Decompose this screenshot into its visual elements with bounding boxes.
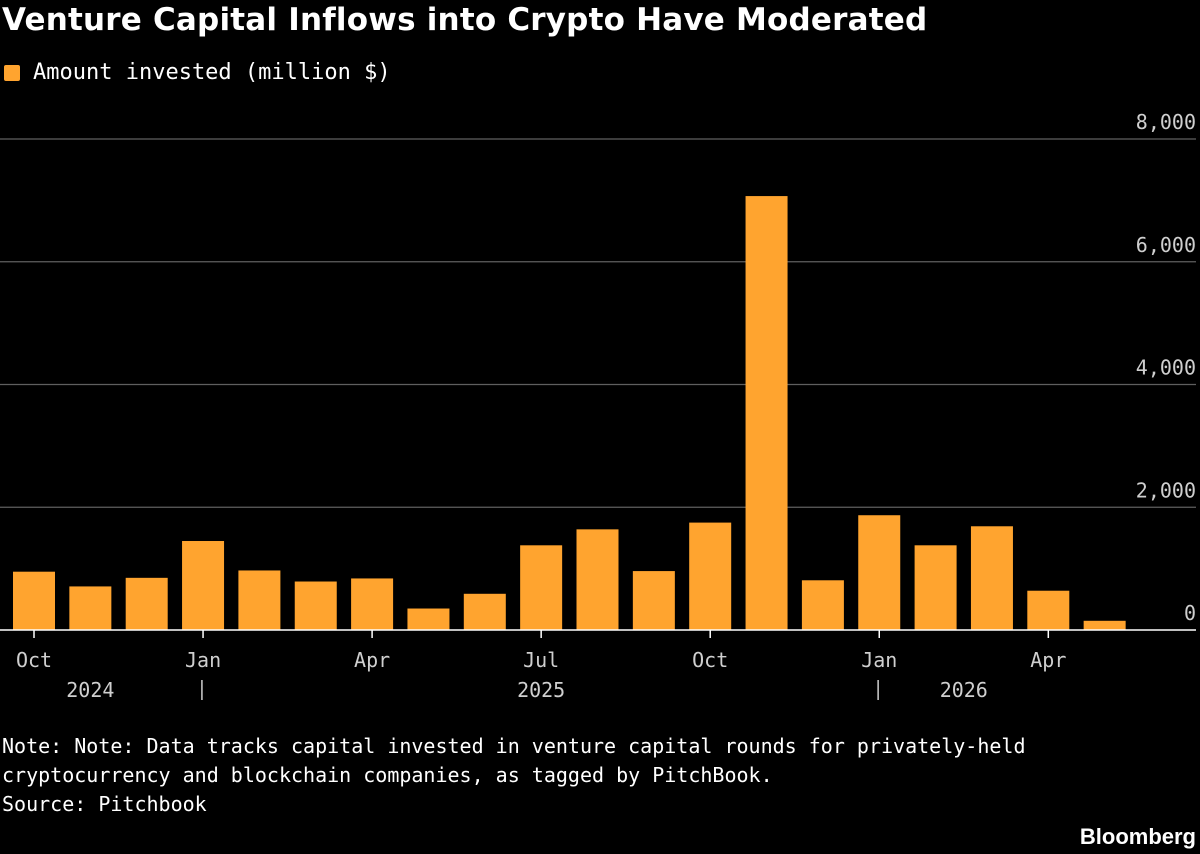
bar [13, 571, 55, 630]
y-tick-label: 2,000 [1136, 478, 1196, 502]
bar [1083, 620, 1126, 630]
year-label: 2025 [517, 678, 565, 702]
bar [294, 581, 337, 630]
x-tick-label: Oct [16, 648, 52, 672]
bars [13, 196, 1126, 631]
bar [125, 577, 168, 630]
y-tick-label: 6,000 [1136, 233, 1196, 257]
year-labels: 2024 2025 2026 [66, 678, 988, 702]
bar [632, 571, 675, 630]
bar [520, 545, 563, 630]
bloomberg-logo: Bloomberg [1079, 824, 1196, 849]
y-tick-label: 0 [1184, 601, 1196, 625]
gridlines [0, 138, 1196, 508]
bar [970, 526, 1013, 630]
bar [351, 578, 394, 630]
bar [1027, 590, 1070, 630]
legend: Amount invested (million $) [4, 60, 391, 85]
x-tick-label: Jan [185, 648, 221, 672]
y-axis-tick-labels: 0 2,000 4,000 6,000 8,000 [1136, 110, 1196, 625]
year-label: 2024 [66, 678, 114, 702]
bar [463, 593, 506, 630]
bar [238, 570, 281, 630]
footnote: Note: Note: Data tracks capital invested… [2, 734, 1026, 787]
bar [407, 608, 450, 630]
bar-chart: 0 2,000 4,000 6,000 8,000 Oct Jan Apr Jul Oct Jan… [0, 110, 1196, 702]
source-line: Source: Pitchbook [2, 792, 207, 816]
bar [689, 522, 732, 630]
bar [801, 580, 844, 630]
bar [576, 529, 619, 630]
x-tick-label: Apr [354, 648, 390, 672]
bar [914, 545, 957, 630]
bar [69, 586, 112, 630]
year-label: 2026 [940, 678, 988, 702]
bar [858, 515, 901, 630]
y-tick-label: 4,000 [1136, 356, 1196, 380]
x-tick-label: Jan [861, 648, 897, 672]
x-axis-tick-labels: Oct Jan Apr Jul Oct Jan Apr [16, 630, 1066, 672]
x-tick-label: Jul [523, 648, 559, 672]
x-tick-label: Oct [692, 648, 728, 672]
bar [745, 196, 788, 631]
y-tick-label: 8,000 [1136, 110, 1196, 134]
bar [182, 541, 225, 630]
legend-swatch [4, 64, 20, 81]
x-tick-label: Apr [1030, 648, 1066, 672]
chart-title: Venture Capital Inflows into Crypto Have… [2, 2, 928, 38]
legend-label: Amount invested (million $) [33, 60, 391, 85]
